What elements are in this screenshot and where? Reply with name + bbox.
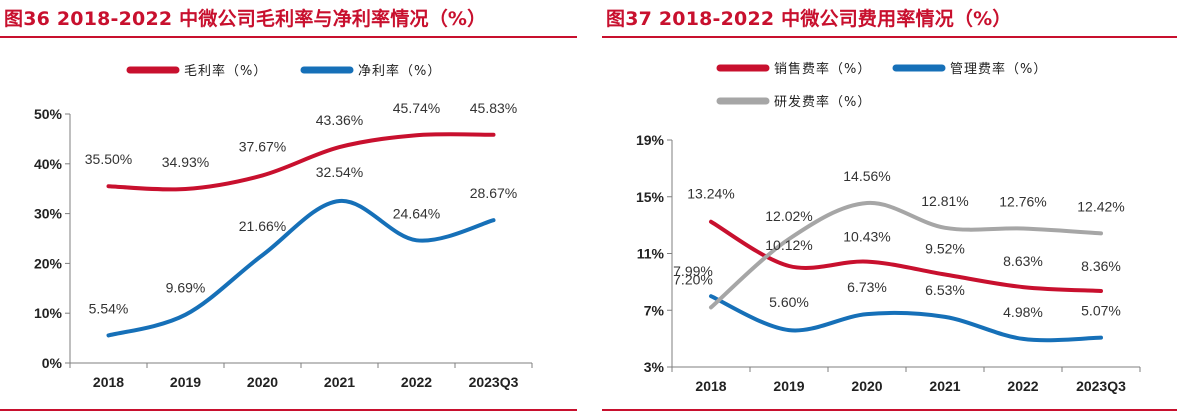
x-tick-label: 2021 <box>929 378 960 394</box>
data-label: 13.24% <box>687 186 734 202</box>
data-label: 14.56% <box>843 168 890 184</box>
legend-label: 净利率（%） <box>358 63 441 79</box>
data-label: 9.52% <box>925 240 965 256</box>
data-label: 5.60% <box>769 294 809 310</box>
y-tick-label: 3% <box>644 359 665 375</box>
legend-label: 研发费率（%） <box>774 94 871 110</box>
series-line <box>709 294 1103 343</box>
data-label: 6.53% <box>925 282 965 298</box>
data-label: 35.50% <box>85 151 132 167</box>
legend-label: 毛利率（%） <box>184 63 267 79</box>
data-label: 10.12% <box>765 237 812 253</box>
y-tick-label: 7% <box>644 302 665 318</box>
y-tick-label: 30% <box>34 206 63 222</box>
right-chart-title: 图37 2018-2022 中微公司费用率情况（%） <box>606 8 1012 30</box>
x-tick-label: 2020 <box>851 378 882 394</box>
series-line <box>106 132 496 192</box>
x-tick-label: 2023Q3 <box>469 374 519 390</box>
right-line-chart: 3% 7% 11% 15% 19% 2018 2019 2020 2021 2022 2023Q3 1… <box>636 61 1141 394</box>
y-tick-label: 19% <box>636 132 665 148</box>
series-line <box>709 200 1103 310</box>
data-label: 12.76% <box>999 194 1046 210</box>
data-label: 10.43% <box>843 229 890 245</box>
x-tick-label: 2018 <box>93 374 124 390</box>
data-label: 9.69% <box>166 280 206 296</box>
data-label: 21.66% <box>239 218 286 234</box>
x-tick-label: 2019 <box>170 374 201 390</box>
data-label: 24.64% <box>393 205 440 221</box>
y-tick-label: 0% <box>42 355 63 371</box>
data-label: 12.02% <box>765 208 812 224</box>
left-line-chart: 0% 10% 20% 30% 40% 50% 2018 2019 2020 2021 2022 202… <box>34 63 533 390</box>
title-divider <box>0 36 577 38</box>
data-label: 45.74% <box>393 100 440 116</box>
data-label: 32.54% <box>316 164 363 180</box>
data-label: 7.99% <box>673 263 713 279</box>
x-tick-label: 2023Q3 <box>1076 378 1126 394</box>
data-label: 8.63% <box>1003 253 1043 269</box>
x-tick-label: 2020 <box>247 374 278 390</box>
data-label: 5.07% <box>1081 303 1121 319</box>
y-tick-label: 11% <box>637 246 665 262</box>
data-label: 37.67% <box>239 138 286 154</box>
bottom-divider <box>602 409 1177 411</box>
data-label: 43.36% <box>316 112 363 128</box>
x-tick-label: 2022 <box>1007 378 1038 394</box>
series-line <box>709 219 1103 293</box>
data-label: 6.73% <box>847 279 887 295</box>
left-chart-title: 图36 2018-2022 中微公司毛利率与净利率情况（%） <box>4 8 487 30</box>
data-label: 7.20% <box>673 271 713 287</box>
legend-label: 管理费率（%） <box>950 61 1047 77</box>
x-tick-label: 2021 <box>324 374 355 390</box>
data-label: 4.98% <box>1003 304 1043 320</box>
data-label: 8.36% <box>1081 258 1121 274</box>
y-tick-label: 10% <box>34 305 63 321</box>
data-label: 12.42% <box>1077 198 1124 214</box>
x-tick-label: 2019 <box>773 378 804 394</box>
data-label: 28.67% <box>470 185 517 201</box>
data-label: 34.93% <box>162 154 209 170</box>
series-line <box>106 198 496 338</box>
bottom-divider <box>0 409 577 411</box>
title-divider <box>602 36 1177 38</box>
legend-label: 销售费率（%） <box>774 61 871 77</box>
data-label: 45.83% <box>470 100 517 116</box>
y-tick-label: 20% <box>34 255 63 271</box>
y-tick-label: 15% <box>636 189 665 205</box>
data-label: 12.81% <box>921 193 968 209</box>
y-tick-label: 50% <box>34 106 63 122</box>
x-tick-label: 2018 <box>695 378 726 394</box>
data-label: 5.54% <box>89 300 129 316</box>
y-tick-label: 40% <box>34 156 63 172</box>
x-tick-label: 2022 <box>401 374 432 390</box>
